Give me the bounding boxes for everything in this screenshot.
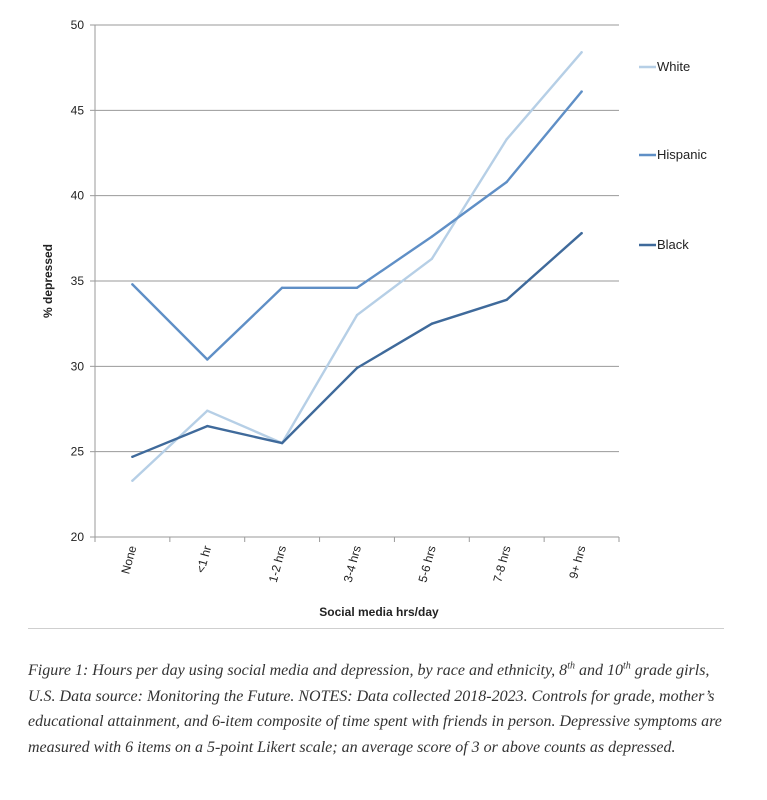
caption-divider [28, 628, 724, 629]
y-tick-label: 50 [71, 18, 85, 32]
x-tick-label: None [118, 544, 139, 576]
data-point-hispanic [131, 283, 134, 286]
data-point-hispanic [505, 180, 508, 184]
y-tick-label: 25 [71, 445, 85, 459]
x-tick-label: 5-6 hrs [416, 544, 439, 584]
data-point-hispanic [580, 90, 583, 93]
x-tick-label: 1-2 hrs [266, 544, 289, 584]
data-point-hispanic [280, 286, 284, 289]
x-axis-ticks: None <1 hr 1-2 hrs 3-4 hrs 5-6 hrs 7-8 hrs 9+ … [94, 537, 620, 584]
figure-caption: Figure 1: Hours per day using social med… [28, 658, 728, 760]
data-point-white [430, 257, 434, 260]
series-line-black [131, 231, 583, 458]
data-point-black [206, 424, 209, 428]
x-tick-label: 3-4 hrs [341, 544, 364, 584]
data-point-black [505, 298, 508, 301]
data-point-hispanic [355, 286, 359, 289]
data-point-black [580, 232, 583, 235]
y-axis-ticks: 20 25 30 35 40 45 50 [71, 18, 95, 544]
data-point-black [355, 366, 359, 370]
y-tick-label: 20 [71, 530, 85, 544]
caption-text-1: Figure 1: Hours per day using social med… [28, 662, 568, 679]
y-tick-label: 30 [71, 359, 85, 373]
data-point-white [131, 479, 134, 482]
caption-text-3: grade girls, U.S. Data source: Monitorin… [28, 662, 722, 756]
legend-label-white: White [657, 59, 690, 74]
legend: White Hispanic Black [639, 59, 707, 252]
x-tick-label: 7-8 hrs [490, 544, 513, 584]
data-point-white [355, 313, 359, 317]
data-point-white [580, 51, 583, 54]
caption-text-2: and 10 [574, 662, 623, 679]
series-lines [131, 51, 583, 482]
line-chart: 20 25 30 35 40 45 50 None <1 hr 1-2 hrs 3-4 hrs 5-… [41, 18, 707, 619]
y-tick-label: 35 [71, 274, 85, 288]
data-point-hispanic [430, 235, 434, 238]
y-tick-label: 45 [71, 103, 85, 117]
y-axis-title: % depressed [41, 244, 55, 318]
caption-sup-1: th [567, 660, 575, 672]
y-tick-label: 40 [71, 189, 85, 203]
data-point-white [206, 409, 209, 412]
data-point-black [280, 441, 284, 445]
data-point-black [131, 455, 134, 458]
x-tick-label: 9+ hrs [566, 544, 588, 580]
x-axis-title: Social media hrs/day [319, 605, 439, 619]
gridlines [95, 24, 619, 538]
data-point-white [505, 138, 508, 141]
data-point-black [430, 322, 434, 325]
x-tick-label: <1 hr [193, 544, 214, 574]
data-point-hispanic [206, 358, 209, 361]
legend-label-hispanic: Hispanic [657, 147, 707, 162]
series-line-white [131, 51, 583, 482]
legend-label-black: Black [657, 237, 689, 252]
caption-sup-2: th [622, 660, 631, 672]
